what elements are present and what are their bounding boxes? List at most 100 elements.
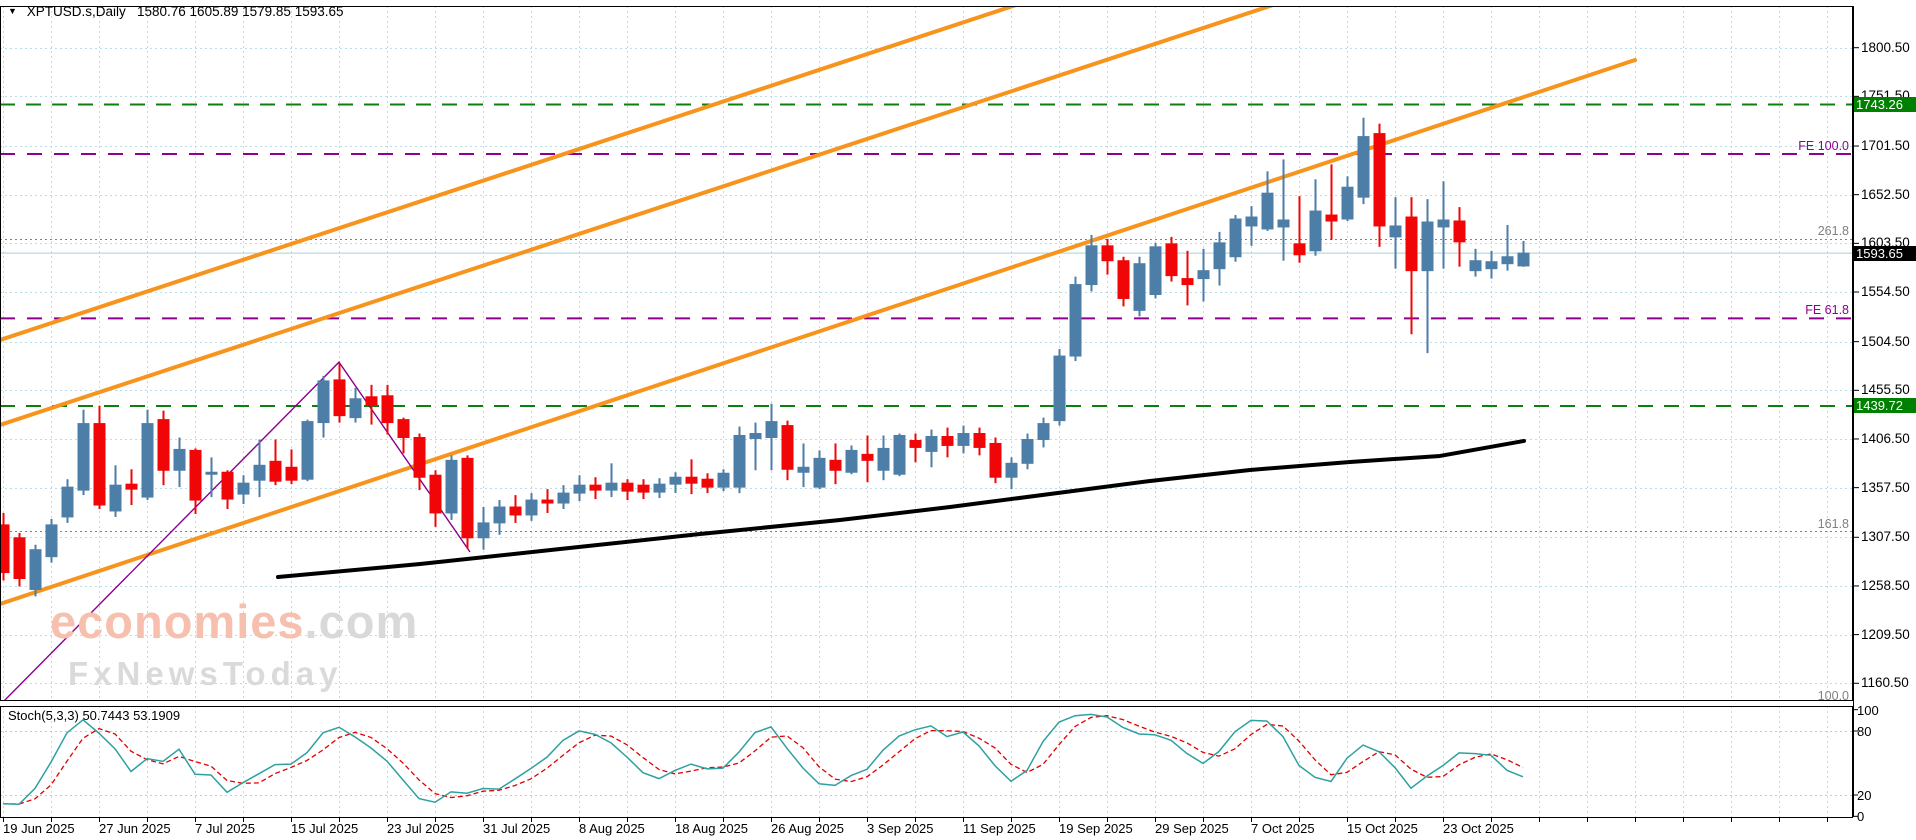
candle-body[interactable] bbox=[1373, 133, 1386, 227]
candle-body[interactable] bbox=[685, 476, 698, 484]
candle-body[interactable] bbox=[509, 506, 522, 516]
candle-body[interactable] bbox=[445, 459, 458, 514]
candle-body[interactable] bbox=[477, 522, 490, 539]
candle-body[interactable] bbox=[205, 471, 218, 475]
candle-body[interactable] bbox=[333, 379, 346, 417]
candle-body[interactable] bbox=[77, 423, 90, 491]
candle-body[interactable] bbox=[29, 549, 42, 590]
candle-body[interactable] bbox=[1101, 245, 1114, 262]
candle-body[interactable] bbox=[957, 433, 970, 446]
candle-body[interactable] bbox=[269, 460, 282, 482]
candle-body[interactable] bbox=[637, 484, 650, 493]
candle-body[interactable] bbox=[1309, 210, 1322, 252]
candle-body[interactable] bbox=[989, 442, 1002, 478]
candle-body[interactable] bbox=[1453, 220, 1466, 243]
candle-body[interactable] bbox=[1005, 462, 1018, 478]
candle-body[interactable] bbox=[605, 482, 618, 491]
candle-body[interactable] bbox=[893, 435, 906, 475]
candle-body[interactable] bbox=[1485, 261, 1498, 270]
candle-body[interactable] bbox=[1389, 225, 1402, 238]
candle-body[interactable] bbox=[765, 421, 778, 438]
candle-body[interactable] bbox=[1293, 243, 1306, 256]
orange-trendline[interactable] bbox=[0, 0, 1031, 342]
candle-body[interactable] bbox=[93, 423, 106, 506]
candle-body[interactable] bbox=[237, 482, 250, 495]
candle-body[interactable] bbox=[1069, 284, 1082, 357]
candle-body[interactable] bbox=[557, 492, 570, 504]
candle-body[interactable] bbox=[285, 466, 298, 481]
candle-body[interactable] bbox=[573, 484, 586, 494]
candle-body[interactable] bbox=[1501, 256, 1514, 265]
candle-body[interactable] bbox=[973, 433, 986, 448]
candle-body[interactable] bbox=[1421, 221, 1434, 272]
candle-body[interactable] bbox=[749, 433, 762, 439]
candle-body[interactable] bbox=[1245, 216, 1258, 227]
candle-body[interactable] bbox=[669, 476, 682, 485]
candle-body[interactable] bbox=[429, 474, 442, 514]
candle-body[interactable] bbox=[1197, 270, 1210, 280]
candle-body[interactable] bbox=[1229, 218, 1242, 258]
orange-trendline[interactable] bbox=[0, 0, 1288, 427]
candle-body[interactable] bbox=[301, 421, 314, 480]
zigzag-line[interactable] bbox=[0, 361, 471, 705]
candle-body[interactable] bbox=[813, 457, 826, 488]
candle-body[interactable] bbox=[589, 484, 602, 491]
candle-body[interactable] bbox=[1277, 219, 1290, 228]
candle-body[interactable] bbox=[941, 435, 954, 446]
candle-body[interactable] bbox=[909, 439, 922, 448]
candle-body[interactable] bbox=[45, 524, 58, 558]
candle-body[interactable] bbox=[413, 436, 426, 478]
candle-body[interactable] bbox=[829, 459, 842, 471]
candle-body[interactable] bbox=[317, 380, 330, 424]
candle-body[interactable] bbox=[13, 537, 26, 580]
candle-body[interactable] bbox=[1405, 216, 1418, 272]
candle-body[interactable] bbox=[173, 448, 186, 471]
candle-body[interactable] bbox=[1261, 192, 1274, 230]
candle-body[interactable] bbox=[1341, 186, 1354, 220]
moving-average-line[interactable] bbox=[276, 438, 1526, 580]
candle-body[interactable] bbox=[349, 398, 362, 419]
candle-body[interactable] bbox=[781, 425, 794, 470]
candle-body[interactable] bbox=[1133, 263, 1146, 311]
candle-body[interactable] bbox=[125, 483, 138, 490]
candle-body[interactable] bbox=[1181, 278, 1194, 286]
candle-body[interactable] bbox=[701, 478, 714, 488]
candle-body[interactable] bbox=[1469, 260, 1482, 272]
candle-body[interactable] bbox=[717, 472, 730, 488]
candle-body[interactable] bbox=[381, 395, 394, 424]
candle-body[interactable] bbox=[461, 457, 474, 539]
candle-body[interactable] bbox=[845, 449, 858, 473]
candle-body[interactable] bbox=[109, 484, 122, 512]
candle-body[interactable] bbox=[157, 419, 170, 471]
candle-body[interactable] bbox=[1149, 246, 1162, 295]
candle-body[interactable] bbox=[541, 499, 554, 504]
candle-body[interactable] bbox=[0, 524, 10, 574]
candle-body[interactable] bbox=[493, 506, 506, 524]
candle-body[interactable] bbox=[1085, 245, 1098, 286]
candle-body[interactable] bbox=[797, 466, 810, 473]
candle-body[interactable] bbox=[1117, 260, 1130, 299]
candle-body[interactable] bbox=[1053, 355, 1066, 422]
candle-body[interactable] bbox=[1325, 214, 1338, 222]
candle-body[interactable] bbox=[189, 449, 202, 501]
candle-body[interactable] bbox=[397, 419, 410, 438]
candle-body[interactable] bbox=[1517, 252, 1530, 267]
candle-body[interactable] bbox=[877, 447, 890, 471]
candle-body[interactable] bbox=[253, 464, 266, 481]
candle-body[interactable] bbox=[1213, 242, 1226, 270]
candle-body[interactable] bbox=[141, 423, 154, 498]
candle-body[interactable] bbox=[1357, 136, 1370, 198]
candle-body[interactable] bbox=[61, 486, 74, 518]
objects-collapse-icon[interactable]: ▼ bbox=[8, 6, 17, 16]
candle-body[interactable] bbox=[1037, 423, 1050, 440]
candle-body[interactable] bbox=[1437, 219, 1450, 228]
candle-body[interactable] bbox=[1165, 243, 1178, 277]
candle-body[interactable] bbox=[365, 396, 378, 406]
candle-body[interactable] bbox=[925, 435, 938, 452]
candle-body[interactable] bbox=[621, 482, 634, 492]
candle-body[interactable] bbox=[733, 435, 746, 488]
candle-body[interactable] bbox=[861, 453, 874, 461]
candle-body[interactable] bbox=[653, 483, 666, 493]
candle-body[interactable] bbox=[221, 471, 234, 500]
